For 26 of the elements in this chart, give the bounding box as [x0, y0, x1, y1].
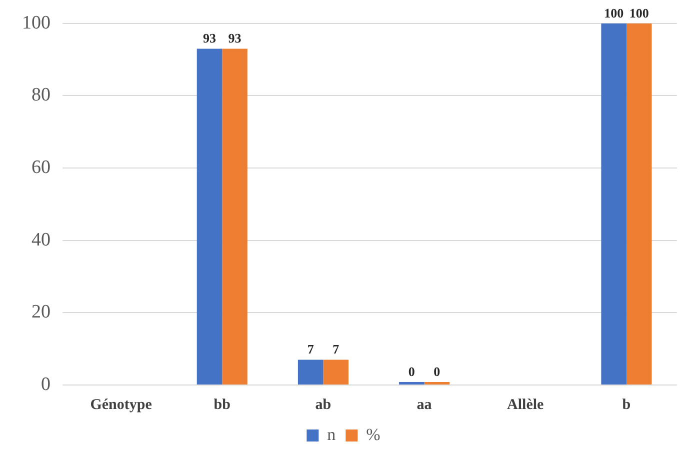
y-tick-label: 40 [32, 229, 50, 250]
data-label: 0 [434, 364, 440, 379]
data-label: 100 [629, 5, 649, 20]
bar [222, 48, 248, 384]
y-tick-label: 100 [22, 12, 50, 34]
data-label: 7 [332, 342, 340, 357]
x-tick-label: bb [214, 396, 230, 413]
y-tick-label: 80 [32, 84, 50, 106]
x-tick-label: b [622, 396, 631, 413]
bar [196, 48, 222, 384]
data-label: 93 [228, 30, 242, 46]
x-tick-label: Allèle [507, 396, 544, 413]
x-tick-label: Génotype [90, 396, 152, 413]
x-tick-label: ab [315, 396, 332, 413]
legend-label: n [327, 424, 336, 444]
data-label: 93 [202, 30, 216, 46]
data-label: 100 [604, 5, 624, 20]
y-tick-label: 60 [32, 157, 50, 178]
x-tick-label: aa [416, 396, 432, 413]
y-tick-label: 20 [32, 302, 50, 323]
data-label: 0 [408, 364, 415, 379]
bar [626, 23, 652, 384]
bar [601, 23, 626, 384]
y-tick-label: 0 [41, 374, 50, 395]
data-label: 7 [307, 342, 314, 357]
legend-label: % [366, 424, 380, 444]
